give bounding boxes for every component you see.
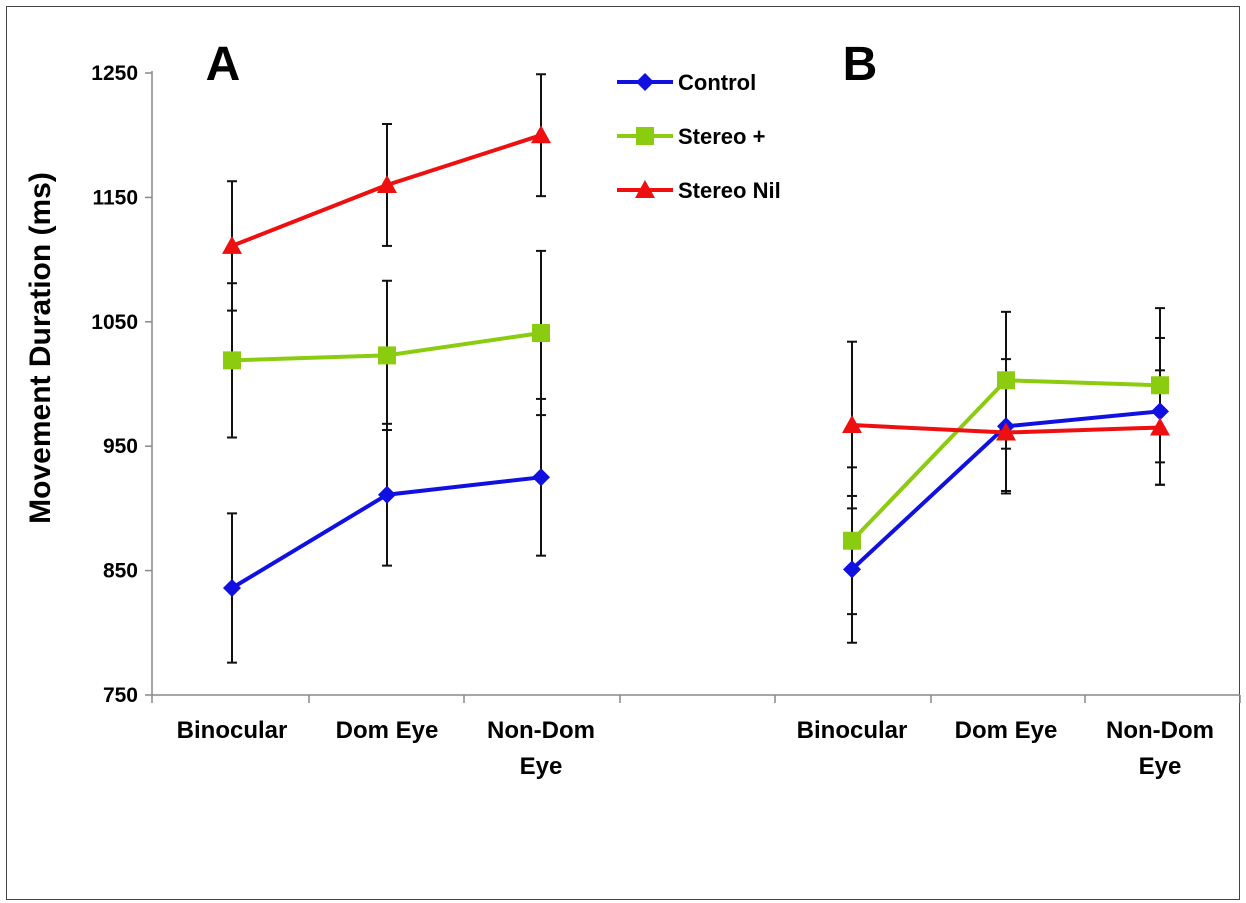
legend-label: Stereo Nil: [678, 178, 781, 203]
x-tick-label: Non-Dom Eye: [487, 717, 595, 780]
y-tick-label: 850: [103, 560, 138, 583]
figure-frame: [6, 6, 1240, 900]
data-point-b-2: [1150, 417, 1170, 436]
data-point-b-1: [843, 531, 861, 550]
data-point-a-0: [378, 485, 396, 504]
y-tick-label: 1250: [91, 62, 138, 85]
y-tick-label: 750: [103, 684, 138, 707]
data-point-a-1: [223, 351, 241, 370]
panel-label-a: A: [206, 38, 241, 91]
x-tick-label: Binocular: [797, 717, 908, 744]
data-point-b-0: [843, 560, 861, 579]
x-tick-label: Dom Eye: [955, 717, 1058, 744]
y-tick-label: 1150: [92, 186, 138, 209]
x-tick-label: Dom Eye: [336, 717, 439, 744]
panel-label-b: B: [843, 38, 878, 91]
x-tick-label: Non-Dom Eye: [1106, 717, 1214, 780]
data-point-a-0: [532, 468, 550, 487]
data-point-a-1: [532, 323, 550, 342]
data-point-a-2: [222, 235, 242, 254]
legend-marker: [636, 127, 654, 145]
data-point-b-2: [842, 415, 862, 434]
y-tick-label: 1050: [91, 311, 138, 334]
legend-label: Stereo +: [678, 124, 765, 149]
data-point-a-1: [378, 346, 396, 365]
x-tick-label: Binocular: [177, 717, 288, 744]
data-point-b-0: [1151, 402, 1169, 421]
legend-label: Control: [678, 70, 756, 95]
legend-marker: [636, 73, 654, 91]
data-point-b-1: [997, 371, 1015, 390]
data-point-a-0: [223, 579, 241, 598]
y-axis-label: Movement Duration (ms): [24, 172, 57, 524]
legend-marker: [635, 180, 655, 198]
data-point-b-1: [1151, 376, 1169, 395]
data-point-a-2: [531, 125, 551, 144]
data-point-b-2: [996, 422, 1016, 441]
data-point-a-2: [377, 174, 397, 193]
y-tick-label: 950: [103, 435, 138, 458]
